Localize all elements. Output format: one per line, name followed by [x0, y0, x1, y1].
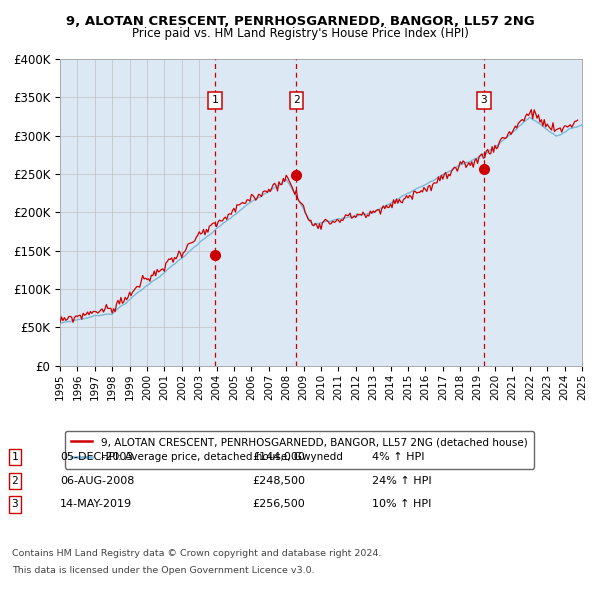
Bar — [296, 59, 484, 366]
Text: 9, ALOTAN CRESCENT, PENRHOSGARNEDD, BANGOR, LL57 2NG: 9, ALOTAN CRESCENT, PENRHOSGARNEDD, BANG… — [65, 15, 535, 28]
Text: £248,500: £248,500 — [252, 476, 305, 486]
Text: 1: 1 — [212, 96, 218, 106]
Text: 1: 1 — [11, 453, 19, 462]
Text: 2: 2 — [11, 476, 19, 486]
Bar — [484, 59, 582, 366]
Text: Price paid vs. HM Land Registry's House Price Index (HPI): Price paid vs. HM Land Registry's House … — [131, 27, 469, 40]
Text: 24% ↑ HPI: 24% ↑ HPI — [372, 476, 431, 486]
Text: 10% ↑ HPI: 10% ↑ HPI — [372, 500, 431, 509]
Text: Contains HM Land Registry data © Crown copyright and database right 2024.: Contains HM Land Registry data © Crown c… — [12, 549, 382, 558]
Text: 05-DEC-2003: 05-DEC-2003 — [60, 453, 133, 462]
Text: £144,000: £144,000 — [252, 453, 305, 462]
Text: 3: 3 — [11, 500, 19, 509]
Text: This data is licensed under the Open Government Licence v3.0.: This data is licensed under the Open Gov… — [12, 566, 314, 575]
Text: 06-AUG-2008: 06-AUG-2008 — [60, 476, 134, 486]
Text: 2: 2 — [293, 96, 300, 106]
Text: £256,500: £256,500 — [252, 500, 305, 509]
Text: 4% ↑ HPI: 4% ↑ HPI — [372, 453, 425, 462]
Text: 3: 3 — [481, 96, 487, 106]
Text: 14-MAY-2019: 14-MAY-2019 — [60, 500, 132, 509]
Legend: 9, ALOTAN CRESCENT, PENRHOSGARNEDD, BANGOR, LL57 2NG (detached house), HPI: Aver: 9, ALOTAN CRESCENT, PENRHOSGARNEDD, BANG… — [65, 431, 533, 468]
Bar — [215, 59, 296, 366]
